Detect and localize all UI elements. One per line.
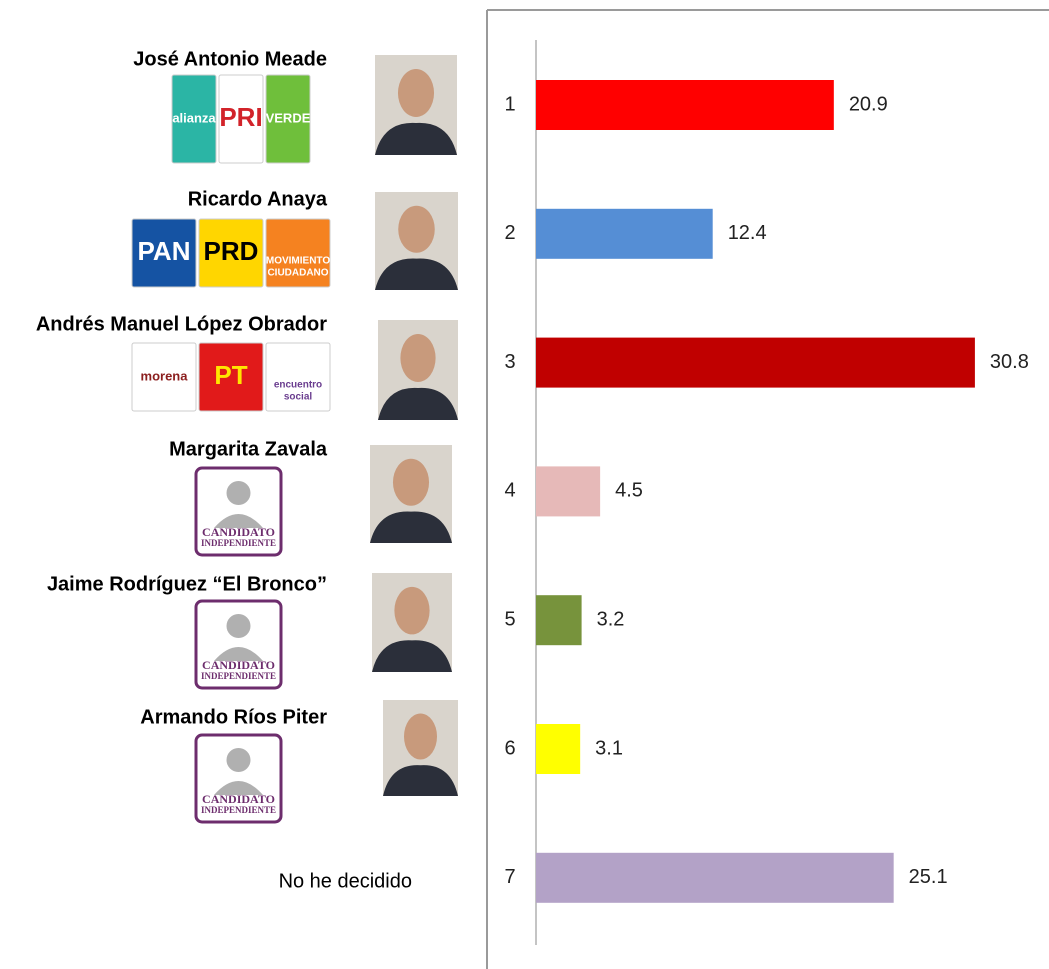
logo-text: INDEPENDIENTE — [201, 805, 276, 815]
logo-text: INDEPENDIENTE — [201, 671, 276, 681]
logo-text: PT — [214, 360, 247, 390]
photo-head — [398, 69, 434, 117]
category-label: 2 — [504, 222, 515, 244]
category-label: 7 — [504, 866, 515, 888]
bar — [536, 80, 834, 130]
undecided-label: No he decidido — [279, 870, 412, 892]
silhouette-head — [227, 481, 251, 505]
bar — [536, 595, 582, 645]
value-label: 12.4 — [728, 222, 767, 244]
value-label: 20.9 — [849, 93, 888, 115]
category-label: 1 — [504, 93, 515, 115]
logo-text: PRD — [204, 236, 259, 266]
candidate-name: José Antonio Meade — [133, 48, 327, 70]
bar — [536, 338, 975, 388]
category-label: 3 — [504, 351, 515, 373]
photo-head — [398, 206, 435, 253]
category-label: 4 — [504, 480, 515, 502]
value-label: 30.8 — [990, 351, 1029, 373]
photo-head — [404, 713, 437, 759]
logo-text: CANDIDATO — [202, 658, 275, 672]
candidate-name: Margarita Zavala — [169, 438, 328, 460]
bar — [536, 466, 600, 516]
logo-text: social — [284, 392, 313, 403]
value-label: 4.5 — [615, 480, 643, 502]
candidate-name: Ricardo Anaya — [188, 188, 328, 210]
logo-text: INDEPENDIENTE — [201, 538, 276, 548]
logo-text: CANDIDATO — [202, 525, 275, 539]
category-label: 5 — [504, 608, 515, 630]
candidate-name: Armando Ríos Piter — [140, 706, 327, 728]
logo-text: CIUDADANO — [267, 268, 328, 279]
page: No he decidido 20.9 1 12.4 2 30.8 3 4.5 4 3.2 5 3.… — [0, 0, 1049, 969]
candidate-name: Andrés Manuel López Obrador — [36, 313, 327, 335]
value-label: 3.2 — [597, 608, 625, 630]
value-label: 25.1 — [909, 866, 948, 888]
bar — [536, 853, 894, 903]
logo-text: CANDIDATO — [202, 792, 275, 806]
silhouette-head — [227, 748, 251, 772]
logo-text: alianza — [172, 110, 216, 125]
candidate-name: Jaime Rodríguez “El Bronco” — [47, 573, 327, 595]
logo-text: PAN — [138, 236, 191, 266]
photo-head — [393, 459, 429, 506]
logo-text: encuentro — [274, 380, 322, 391]
logo-text: PRI — [219, 102, 262, 132]
logo-text: morena — [141, 368, 189, 383]
photo-head — [394, 587, 429, 635]
bar — [536, 724, 580, 774]
silhouette-head — [227, 614, 251, 638]
logo-text: MOVIMIENTO — [266, 256, 330, 267]
bar — [536, 209, 713, 259]
photo-head — [400, 334, 435, 382]
logo-text: VERDE — [266, 110, 311, 125]
value-label: 3.1 — [595, 737, 623, 759]
category-label: 6 — [504, 737, 515, 759]
